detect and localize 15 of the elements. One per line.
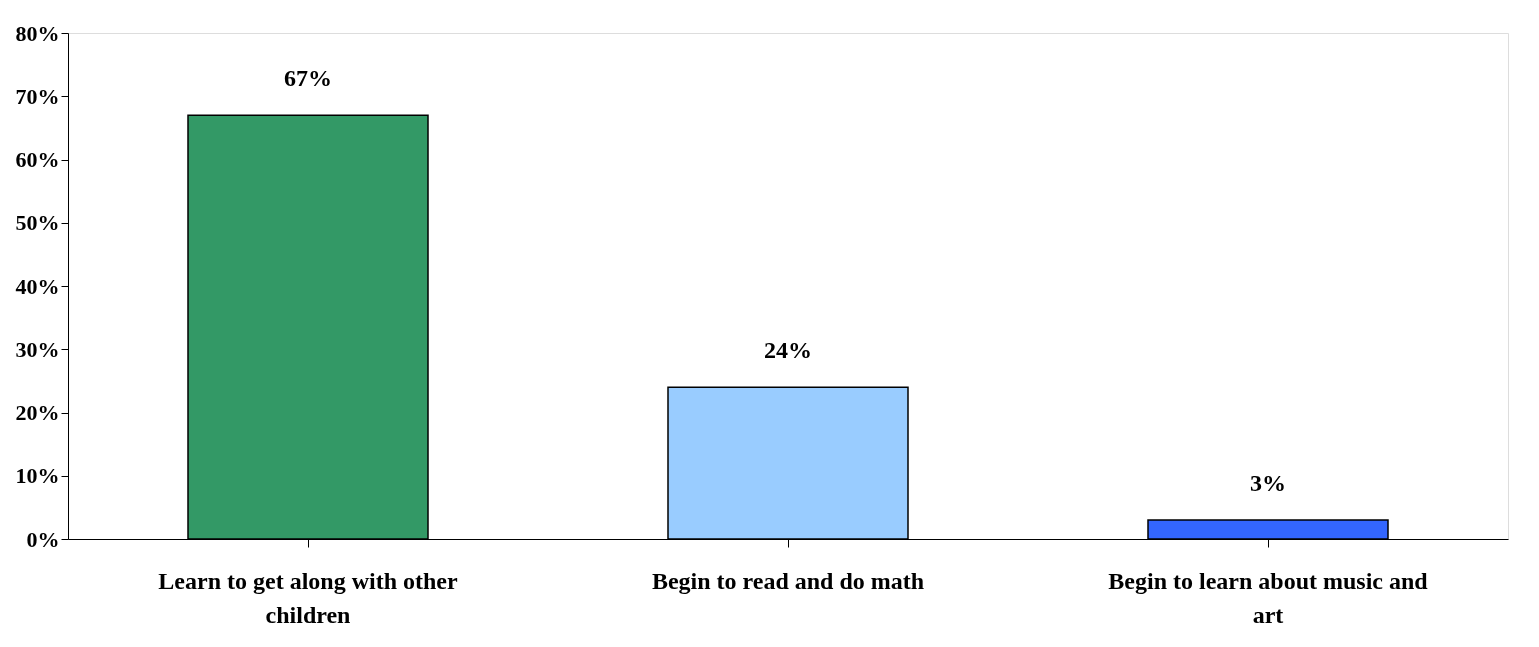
y-tick-label: 70% [15, 83, 60, 109]
data-label: 67% [284, 65, 332, 92]
data-label: 24% [764, 337, 812, 364]
data-label: 3% [1250, 470, 1286, 497]
y-tick-label: 40% [15, 273, 60, 299]
y-tick-label: 30% [15, 336, 60, 362]
y-tick-label: 50% [15, 210, 60, 236]
y-tick-label: 60% [15, 147, 60, 172]
y-tick-label: 10% [15, 463, 60, 489]
x-tick-label: Begin to learn about music and art [1108, 567, 1429, 628]
y-tick-label: 80% [15, 20, 60, 46]
y-tick-label: 20% [15, 400, 60, 425]
y-tick-label: 0% [26, 526, 60, 552]
x-tick-label: Learn to get along with other children [158, 567, 458, 628]
x-tick-label: Begin to read and do math [651, 567, 925, 594]
